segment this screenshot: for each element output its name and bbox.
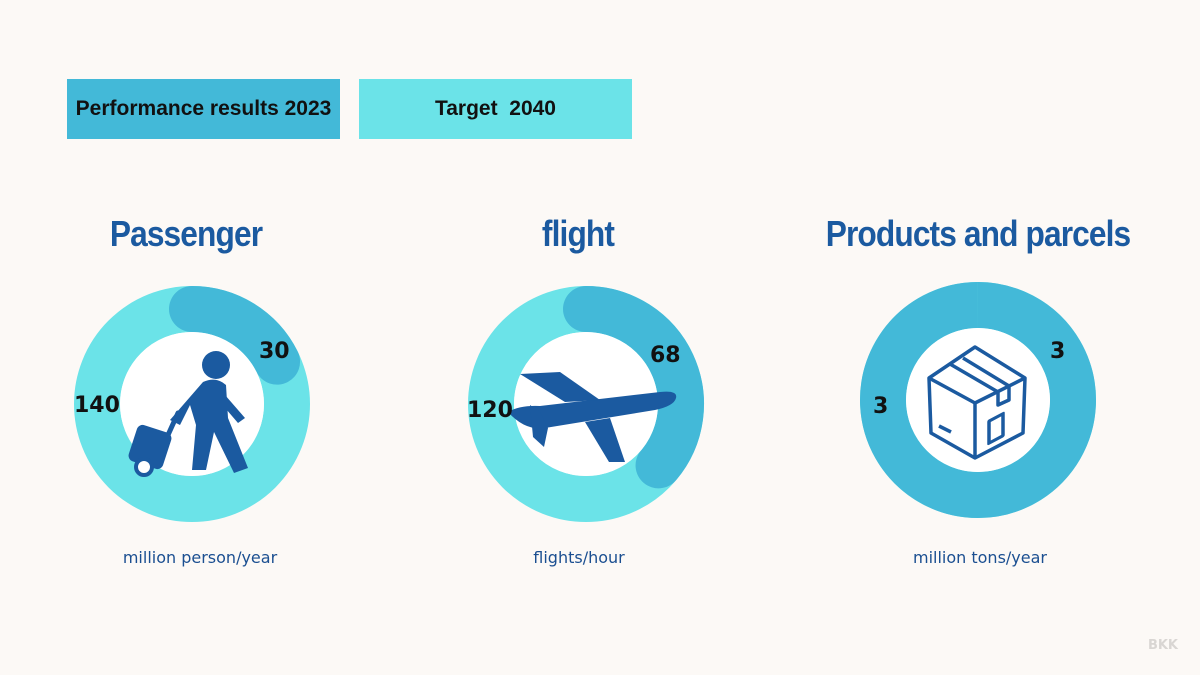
legend-target-label: Target 2040 xyxy=(434,97,556,120)
parcels-actual-arc xyxy=(860,282,1096,518)
legend-target: Target 2040 xyxy=(359,79,632,139)
parcels-donut: 3 3 xyxy=(860,282,1096,518)
flight-target-value: 120 xyxy=(467,398,513,423)
passenger-actual-value: 30 xyxy=(259,339,290,364)
traveler-with-luggage-icon xyxy=(128,351,248,477)
footer-mark: BKK xyxy=(1147,638,1178,653)
parcels-unit: million tons/year xyxy=(912,548,1047,567)
flight-actual-value: 68 xyxy=(650,343,681,368)
passenger-donut: 30 140 xyxy=(74,286,310,522)
passenger-actual-arc xyxy=(169,286,301,385)
flight-actual-arc xyxy=(563,286,704,489)
passenger-target-value: 140 xyxy=(74,393,120,418)
parcels-title: Products and parcels xyxy=(825,213,1131,254)
airplane-icon xyxy=(508,372,677,462)
legend-actual-label: Performance results 2023 xyxy=(75,97,332,120)
parcels-actual-value: 3 xyxy=(1050,339,1065,364)
passenger-title: Passenger xyxy=(109,213,263,254)
cargo-box-icon xyxy=(927,345,1027,460)
passenger-unit: million person/year xyxy=(122,548,278,567)
legend-actual: Performance results 2023 xyxy=(67,79,340,139)
flight-title: flight xyxy=(541,213,615,254)
flight-donut: 68 120 xyxy=(467,286,704,522)
parcels-target-value: 3 xyxy=(873,394,888,419)
flight-unit: flights/hour xyxy=(533,548,625,567)
